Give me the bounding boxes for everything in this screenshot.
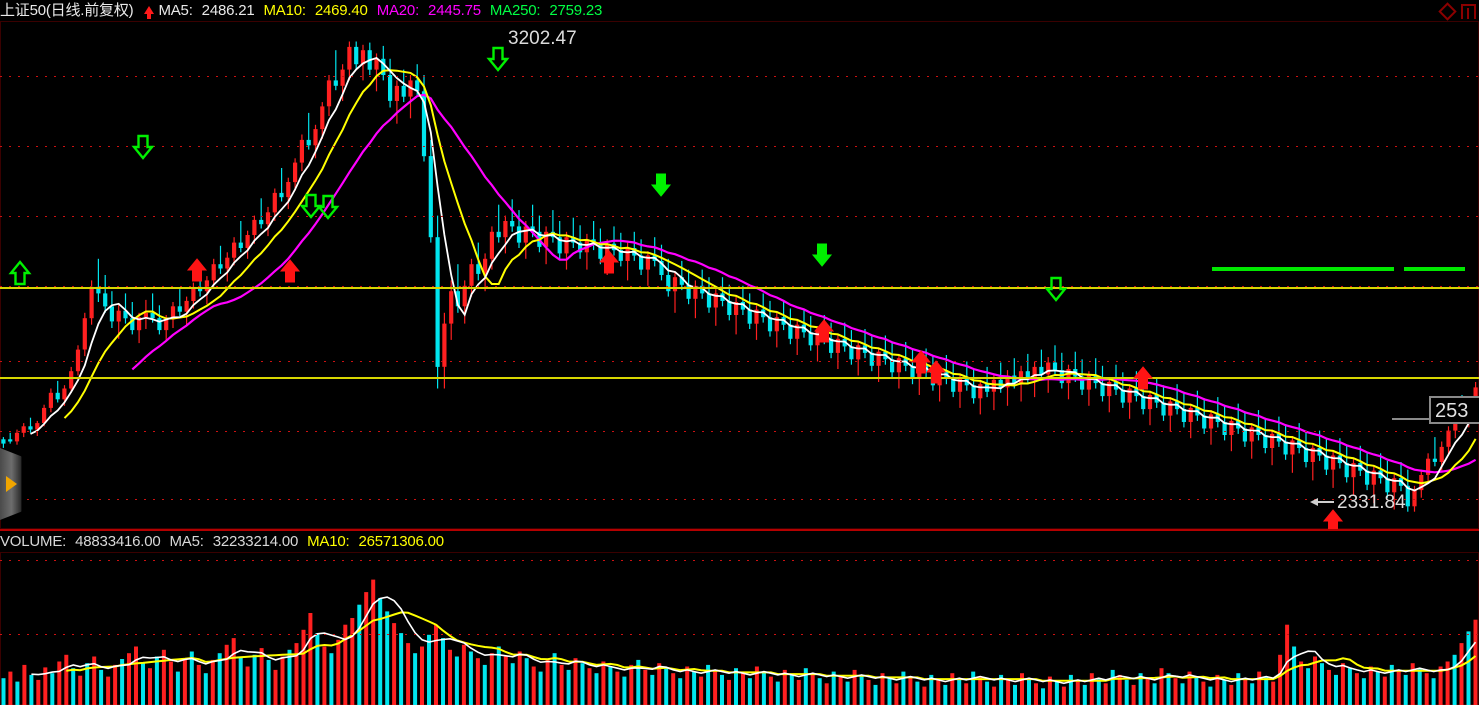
- volume-ma5-value: 32233214.00: [212, 533, 299, 550]
- gridline: [0, 216, 1479, 217]
- diamond-icon[interactable]: [1438, 1, 1457, 21]
- buy-signal-arrow-icon: [925, 360, 947, 384]
- gridline: [0, 499, 1479, 500]
- window-controls: [1438, 1, 1476, 21]
- ma5-label: MA5:: [158, 2, 193, 19]
- symbol-title[interactable]: 上证50(日线.前复权): [0, 2, 134, 19]
- sell-signal-arrow-icon: [316, 194, 340, 220]
- crosshair-price-readout: 253: [1429, 396, 1479, 424]
- sell-signal-arrow-icon: [650, 173, 672, 197]
- volume-ma10-value: 26571306.00: [358, 533, 444, 550]
- ma250-label: MA250:: [489, 2, 541, 19]
- low-price-label: 2331.84: [1337, 492, 1406, 513]
- gridline: [0, 634, 1479, 635]
- gridline: [0, 431, 1479, 432]
- volume-value: 48833416.00: [75, 533, 161, 550]
- signal-arrow-layer: [8, 46, 1479, 529]
- buy-signal-arrow-icon: [1322, 509, 1344, 529]
- gridline: [0, 361, 1479, 362]
- green-level-segment: [1314, 267, 1394, 271]
- sell-signal-arrow-icon: [811, 243, 833, 267]
- panel-divider: [0, 529, 1479, 531]
- horizontal-price-line: [0, 377, 1479, 379]
- buy-signal-arrow-icon: [910, 350, 932, 374]
- buy-signal-arrow-icon: [8, 260, 32, 286]
- chart-bars-icon[interactable]: [1461, 3, 1476, 19]
- trend-up-arrow-icon: [144, 6, 155, 19]
- green-level-segment: [1212, 267, 1292, 271]
- volume-chart-panel[interactable]: [0, 552, 1479, 705]
- price-chart-panel[interactable]: [0, 21, 1479, 529]
- buy-signal-arrow-icon: [598, 250, 620, 274]
- green-level-segment: [1404, 267, 1465, 271]
- volume-chart-canvas: [1, 579, 1478, 705]
- ma20-label: MA20:: [376, 2, 420, 19]
- buy-signal-arrow-icon: [1132, 366, 1154, 390]
- low-pointer-arrow-icon: [1310, 498, 1334, 506]
- volume-label: VOLUME:: [0, 533, 67, 550]
- gridline: [0, 560, 1479, 561]
- expand-left-panel-button[interactable]: [0, 448, 22, 520]
- volume-ma10-label: MA10:: [307, 533, 350, 550]
- gridline: [0, 286, 1479, 287]
- sell-signal-arrow-icon: [131, 134, 155, 160]
- high-price-label: 3202.47: [508, 28, 577, 49]
- volume-ma5-label: MA5:: [169, 533, 204, 550]
- buy-signal-arrow-icon: [186, 258, 208, 282]
- gridline: [0, 76, 1479, 77]
- buy-signal-arrow-icon: [813, 319, 835, 343]
- volume-indicator-header: VOLUME: 48833416.00 MA5: 32233214.00 MA10: 26…: [0, 531, 1479, 552]
- chevron-right-icon: [6, 476, 17, 492]
- sell-signal-arrow-icon: [1044, 276, 1068, 302]
- buy-signal-arrow-icon: [279, 259, 301, 283]
- ma10-value: 2469.40: [314, 2, 368, 19]
- ma20-value: 2445.75: [428, 2, 481, 19]
- green-level-segment: [1265, 267, 1345, 271]
- gridline: [0, 146, 1479, 147]
- horizontal-price-line: [0, 287, 1479, 289]
- sell-signal-arrow-icon: [486, 46, 510, 72]
- ma5-value: 2486.21: [201, 2, 255, 19]
- ma10-label: MA10:: [263, 2, 307, 19]
- price-indicator-header: 上证50(日线.前复权) MA5: 2486.21 MA10: 2469.40 MA20:…: [0, 0, 1479, 21]
- ma250-value: 2759.23: [549, 2, 603, 19]
